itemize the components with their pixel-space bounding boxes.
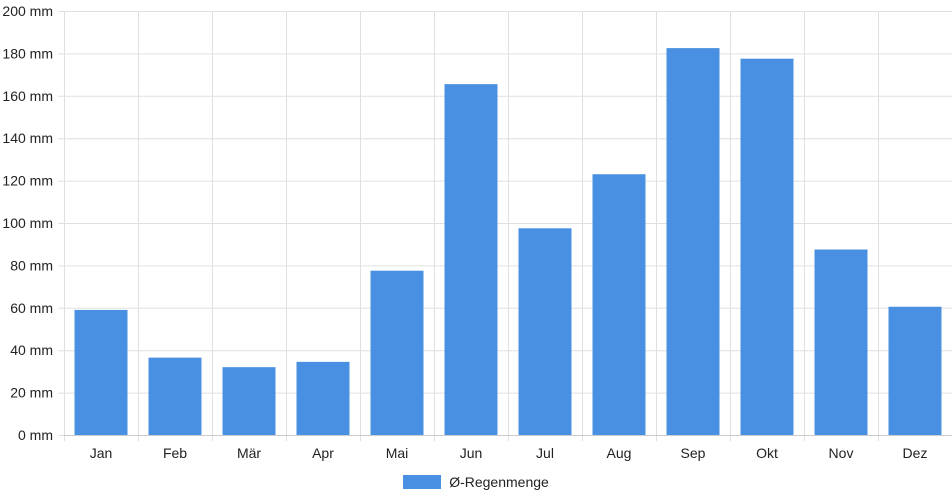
bar-feb[interactable] [148, 357, 202, 435]
bar-nov[interactable] [814, 249, 868, 436]
legend-label: Ø-Regenmenge [449, 474, 549, 490]
legend-swatch [403, 475, 442, 489]
bar-aug[interactable] [592, 174, 646, 436]
legend-item[interactable]: Ø-Regenmenge [403, 474, 549, 490]
x-tick-label: Jul [536, 445, 554, 461]
bar-mär[interactable] [222, 367, 276, 435]
bar-chart: 0 mm 20 mm 40 mm 60 mm 80 mm 100 mm 120 mm 140 … [2, 3, 952, 461]
bar-okt[interactable] [740, 58, 794, 435]
y-tick-label: 60 mm [10, 300, 53, 316]
y-tick-label: 180 mm [2, 45, 53, 61]
bar-jun[interactable] [444, 84, 498, 435]
x-tick-label: Jan [90, 445, 113, 461]
x-tick-label: Feb [163, 445, 187, 461]
y-tick-label: 120 mm [2, 173, 53, 189]
y-tick-label: 20 mm [10, 385, 53, 401]
bar-mai[interactable] [370, 270, 424, 435]
grid-lines [58, 11, 952, 441]
bar-sep[interactable] [666, 48, 720, 435]
bar-jan[interactable] [74, 309, 128, 435]
x-tick-label: Mär [237, 445, 261, 461]
x-tick-label: Jun [460, 445, 483, 461]
bar-dez[interactable] [888, 306, 942, 435]
bars [74, 48, 942, 436]
x-tick-labels: Jan Feb Mär Apr Mai Jun Jul Aug Sep Okt Nov Dez [90, 445, 928, 461]
bar-jul[interactable] [518, 228, 572, 435]
x-tick-label: Okt [756, 445, 778, 461]
x-tick-label: Aug [607, 445, 632, 461]
y-tick-label: 80 mm [10, 257, 53, 273]
x-tick-label: Sep [681, 445, 706, 461]
bar-apr[interactable] [296, 361, 350, 435]
y-tick-labels: 0 mm 20 mm 40 mm 60 mm 80 mm 100 mm 120 mm 140 … [2, 3, 53, 443]
x-tick-label: Apr [312, 445, 334, 461]
y-tick-label: 0 mm [18, 427, 53, 443]
y-tick-label: 40 mm [10, 342, 53, 358]
y-tick-label: 160 mm [2, 88, 53, 104]
x-tick-label: Dez [903, 445, 928, 461]
x-tick-label: Nov [829, 445, 854, 461]
legend[interactable]: Ø-Regenmenge [0, 472, 952, 492]
y-tick-label: 200 mm [2, 3, 53, 19]
x-tick-label: Mai [386, 445, 409, 461]
y-tick-label: 140 mm [2, 130, 53, 146]
y-tick-label: 100 mm [2, 215, 53, 231]
